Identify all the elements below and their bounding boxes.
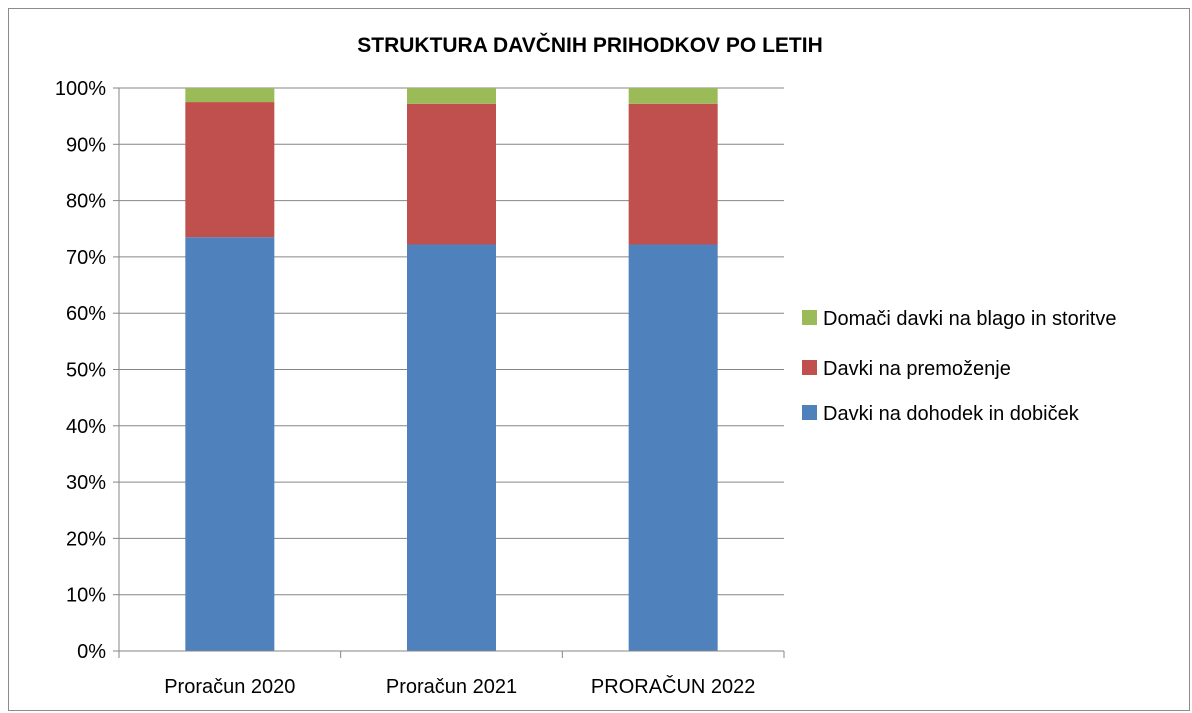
y-tick-label: 30% (66, 472, 106, 494)
y-tick-label: 0% (77, 641, 106, 663)
legend-label: Domači davki na blago in storitve (823, 308, 1116, 330)
y-tick-label: 60% (66, 303, 106, 325)
y-tick-label: 100% (55, 78, 106, 100)
bar-segment (628, 88, 718, 104)
bar-segment (407, 244, 496, 651)
bar-segment (185, 88, 275, 103)
y-tick-label: 90% (66, 134, 106, 156)
legend: Domači davki na blago in storitve Davki n… (802, 308, 1116, 425)
x-tick-label: Proračun 2020 (164, 676, 295, 698)
y-tick-label: 10% (66, 585, 106, 607)
bar-segment (628, 244, 718, 651)
legend-label: Davki na dohodek in dobiček (823, 403, 1080, 425)
bars (185, 88, 718, 651)
chart-title: STRUKTURA DAVČNIH PRIHODKOV PO LETIH (357, 33, 823, 57)
legend-swatch (802, 310, 817, 325)
legend-swatch (802, 360, 817, 375)
axes: 0% 10% 20% 30% 40% 50% 60% 70% 80% 90% 100% Proraču… (55, 78, 785, 698)
y-tick-label: 20% (66, 528, 106, 550)
bar-segment (185, 237, 275, 651)
bar-segment (185, 102, 275, 238)
x-tick-label: Proračun 2021 (386, 676, 517, 698)
bar-segment (407, 88, 496, 104)
legend-swatch (802, 405, 817, 420)
bar-segment (407, 103, 496, 245)
x-tick-label: PRORAČUN 2022 (591, 675, 756, 698)
bar-segment (628, 103, 718, 245)
legend-label: Davki na premoženje (823, 358, 1011, 380)
y-tick-label: 50% (66, 360, 106, 382)
y-tick-label: 70% (66, 247, 106, 269)
y-tick-label: 80% (66, 191, 106, 213)
y-tick-label: 40% (66, 416, 106, 438)
